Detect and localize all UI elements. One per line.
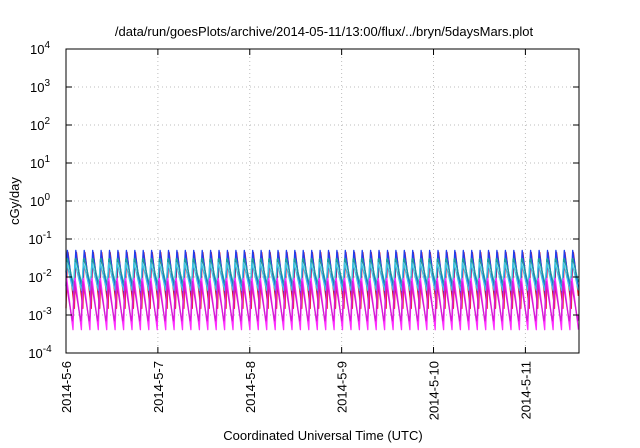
y-tick-label: 102 [30, 116, 50, 133]
x-axis-label: Coordinated Universal Time (UTC) [223, 428, 422, 443]
x-tick-label: 2014-5-7 [151, 361, 166, 413]
chart-title: /data/run/goesPlots/archive/2014-05-11/1… [115, 24, 534, 39]
x-tick-label: 2014-5-9 [335, 361, 350, 413]
y-tick-label: 103 [30, 78, 50, 95]
series-group [65, 249, 580, 331]
y-tick-label: 10-1 [28, 230, 52, 247]
y-tick-label: 10-3 [28, 306, 52, 323]
y-tick-label: 104 [30, 40, 50, 57]
y-tick-label: 101 [30, 154, 50, 171]
series-line [65, 281, 580, 322]
x-tick-label: 2014-5-11 [518, 361, 533, 419]
series-line [65, 262, 580, 292]
y-axis-label: cGy/day [7, 177, 22, 225]
y-tick-label: 100 [30, 192, 50, 209]
y-tick-label: 10-2 [28, 268, 52, 285]
x-tick-label: 2014-5-6 [59, 361, 74, 413]
y-tick-label: 10-4 [28, 344, 52, 361]
series-line [65, 258, 580, 286]
x-axis: 2014-5-6 2014-5-7 2014-5-8 2014-5-9 2014-5-1… [59, 49, 533, 420]
x-tick-label: 2014-5-10 [427, 361, 442, 420]
x-tick-label: 2014-5-8 [243, 361, 258, 413]
